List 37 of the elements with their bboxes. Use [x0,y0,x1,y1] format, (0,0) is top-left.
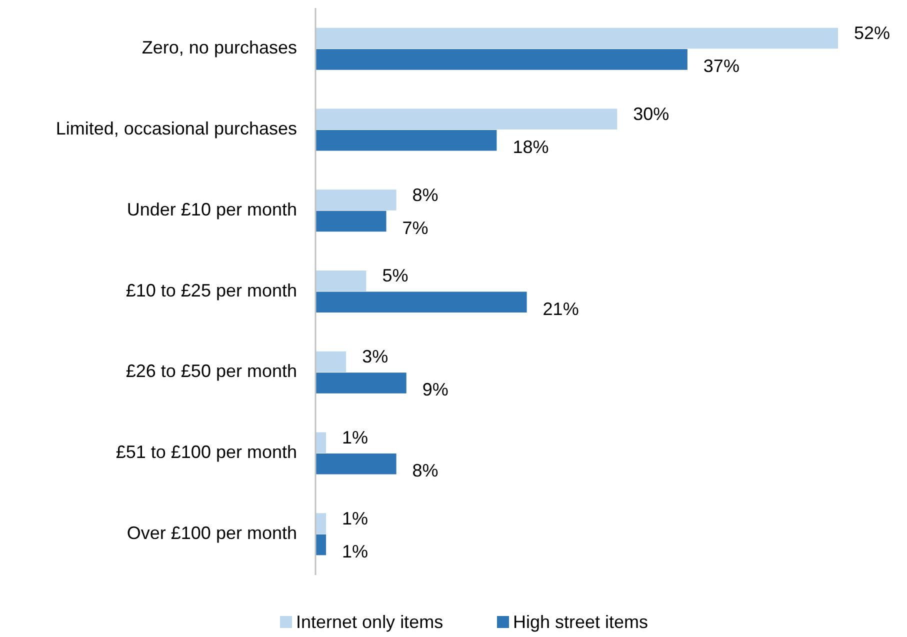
data-label: 1% [342,508,368,528]
bar [316,270,366,292]
bar [316,28,838,49]
data-label: 18% [512,137,549,158]
data-label: 1% [342,542,368,562]
y-tick-label: Zero, no purchases [142,38,297,58]
data-label: 21% [542,298,579,319]
y-tick-label: £10 to £25 per month [126,280,297,300]
data-label: 52% [854,22,890,43]
data-label: 5% [382,266,408,286]
y-tick-label: Under £10 per month [126,199,297,220]
bar [316,210,386,232]
bar [316,190,396,210]
legend-label: Internet only items [296,612,444,632]
data-label: 1% [342,427,368,448]
y-tick-label: £51 to £100 per month [116,442,297,462]
bar [316,49,688,70]
bar [316,130,497,151]
bar [316,292,527,313]
data-label: 3% [362,346,388,367]
data-label: 37% [703,56,740,76]
data-label: 30% [633,104,670,124]
y-tick-label: Over £100 per month [126,522,297,543]
y-tick-label: Limited, occasional purchases [56,118,297,138]
data-label: 7% [402,218,428,238]
bar [316,351,346,372]
data-label: 8% [412,184,438,205]
bar [316,534,326,556]
data-label: 8% [412,460,438,481]
bar [316,372,406,394]
legend-label: High street items [513,612,648,632]
bar [316,432,326,454]
bar [316,513,326,534]
bar [316,108,618,130]
bar [316,453,396,474]
y-tick-label: £26 to £50 per month [126,361,297,382]
data-label: 9% [422,380,448,400]
